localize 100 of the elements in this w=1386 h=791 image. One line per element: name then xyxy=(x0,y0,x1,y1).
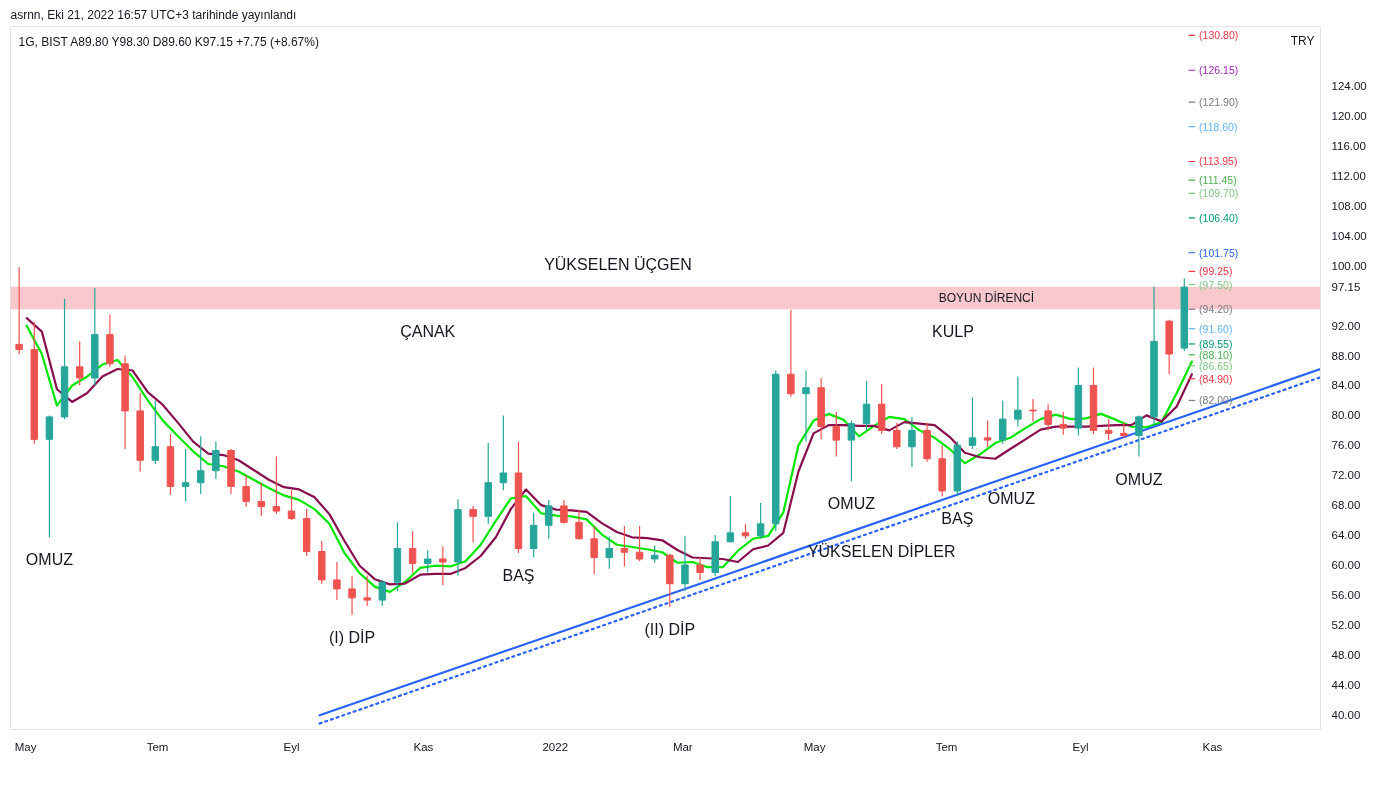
candlestick xyxy=(287,489,296,521)
candlestick xyxy=(998,399,1007,445)
candlestick xyxy=(196,435,205,495)
candlestick xyxy=(787,309,795,398)
candlestick xyxy=(590,525,598,575)
candlestick xyxy=(529,512,538,559)
ref-line-label: (101.75) xyxy=(1199,246,1239,259)
y-tick-label: 68.00 xyxy=(1331,499,1361,512)
x-tick-label: May xyxy=(803,740,826,753)
candlestick xyxy=(908,416,916,468)
y-tick-label: 64.00 xyxy=(1331,529,1361,542)
band-label: BOYUN DİRENCİ xyxy=(938,290,1035,305)
candlestick xyxy=(212,440,220,480)
y-tick-label: 84.00 xyxy=(1331,379,1361,392)
text: 1G, BIST A89.80 Y98.30 D89.60 K97.15 +7.75 (+8.67%) xyxy=(18,34,319,49)
x-tick-label: Tem xyxy=(935,740,958,753)
candlestick xyxy=(333,561,341,601)
ref-line-label: (99.25) xyxy=(1199,265,1233,278)
candlestick xyxy=(469,505,477,544)
annotation: (I) DİP xyxy=(328,628,376,647)
candlestick xyxy=(423,549,432,574)
annotation: OMUZ xyxy=(1115,470,1163,488)
ref-line-label: (111.45) xyxy=(1199,174,1237,187)
y-tick-label: 100.00 xyxy=(1331,259,1367,272)
y-axis-title: TRY xyxy=(1290,33,1315,48)
candlestick xyxy=(1029,398,1037,422)
y-tick-label: 56.00 xyxy=(1331,588,1361,601)
candlestick xyxy=(968,396,977,450)
candlestick xyxy=(983,420,992,448)
x-tick-label: Kas xyxy=(413,740,434,753)
ref-line-label: (82.00) xyxy=(1199,394,1233,407)
candlestick xyxy=(1104,418,1113,441)
ref-line-label: (97.50) xyxy=(1199,278,1233,291)
annotation: OMUZ xyxy=(25,551,74,569)
text: asrnn, Eki 21, 2022 16:57 UTC+3 tarihinde yayınlandı xyxy=(10,7,297,22)
y-tick-label: 97.15 xyxy=(1331,281,1361,294)
y-tick-label: 120.00 xyxy=(1331,110,1367,123)
candlestick xyxy=(893,422,901,450)
candlestick xyxy=(1014,375,1022,428)
annotation: OMUZ xyxy=(827,495,876,513)
candlestick xyxy=(348,575,356,616)
candlestick xyxy=(756,502,765,540)
ref-line-label: (109.70) xyxy=(1199,187,1239,200)
y-tick-label: 116.00 xyxy=(1331,140,1366,153)
ref-line-label: (106.40) xyxy=(1199,211,1239,224)
ref-line-label: (121.90) xyxy=(1199,96,1239,109)
candlestick xyxy=(181,448,190,502)
y-tick-label: 44.00 xyxy=(1331,678,1361,691)
ref-line-label: (118.60) xyxy=(1199,120,1238,133)
ref-line-label: (113.95) xyxy=(1199,155,1238,168)
ref-line-label: (84.90) xyxy=(1199,372,1233,385)
x-tick-label: May xyxy=(14,740,37,753)
candlestick xyxy=(560,499,568,525)
annotation: BAŞ xyxy=(941,510,974,528)
candlestick xyxy=(257,482,265,517)
candlestick xyxy=(802,369,810,443)
candlestick xyxy=(620,525,629,568)
candlestick xyxy=(635,525,644,562)
y-tick-label: 40.00 xyxy=(1331,708,1361,721)
candlestick xyxy=(862,380,871,431)
ref-line-label: (94.20) xyxy=(1199,303,1233,316)
annotation: ÇANAK xyxy=(400,323,456,341)
ref-line-label: (91.60) xyxy=(1199,322,1233,335)
candlestick xyxy=(363,574,371,607)
y-tick-label: 124.00 xyxy=(1331,80,1367,93)
y-tick-label: 72.00 xyxy=(1331,469,1361,482)
ref-line-label: (130.80) xyxy=(1199,29,1239,42)
candlestick xyxy=(726,495,735,544)
y-tick-label: 104.00 xyxy=(1331,229,1367,242)
y-tick-label: 88.00 xyxy=(1331,349,1361,362)
annotation: (II) DİP xyxy=(644,619,696,638)
candlestick xyxy=(681,535,689,592)
candlestick xyxy=(1044,403,1052,431)
candlestick xyxy=(242,474,250,508)
candlestick xyxy=(408,530,417,574)
ref-line-label: (89.55) xyxy=(1199,337,1233,350)
candlestick xyxy=(272,455,281,515)
candlestick xyxy=(499,414,508,491)
candlestick xyxy=(832,411,841,458)
x-tick-label: Eyl xyxy=(1072,740,1089,753)
y-tick-label: 48.00 xyxy=(1331,648,1361,661)
y-tick-label: 112.00 xyxy=(1331,170,1366,183)
y-tick-label: 76.00 xyxy=(1331,439,1361,452)
candlestick xyxy=(45,414,54,538)
candlestick xyxy=(1135,414,1143,458)
candlestick xyxy=(605,535,614,570)
annotation: KULP xyxy=(932,323,974,341)
candlestick xyxy=(545,499,553,540)
candlestick xyxy=(696,556,704,581)
annotation: OMUZ xyxy=(987,489,1036,507)
y-tick-label: 80.00 xyxy=(1331,409,1361,422)
candlestick xyxy=(151,399,160,465)
candlestick xyxy=(378,579,387,607)
y-tick-label: 108.00 xyxy=(1331,199,1367,212)
annotation: YÜKSELEN ÜÇGEN xyxy=(544,255,692,273)
y-tick-label: 52.00 xyxy=(1331,618,1361,631)
annotation: YÜKSELEN DİPLER xyxy=(807,542,956,561)
candlestick xyxy=(1059,411,1067,436)
ref-line-label: (126.15) xyxy=(1199,64,1239,77)
x-tick-label: Kas xyxy=(1202,740,1223,753)
